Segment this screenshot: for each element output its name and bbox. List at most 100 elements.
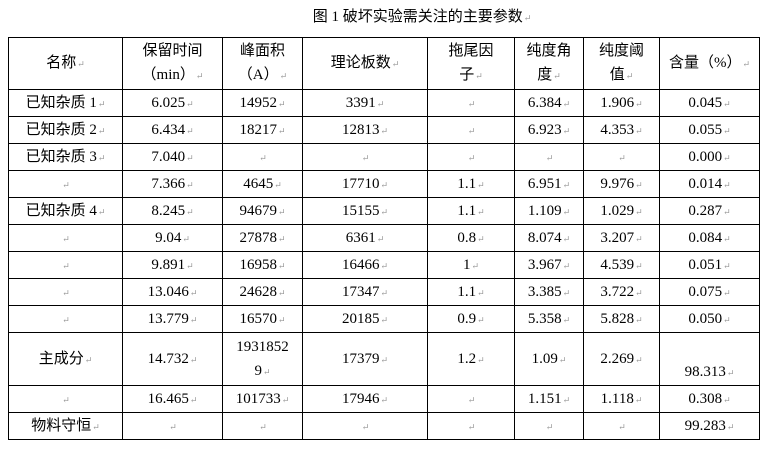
cell-text: 0.050 (688, 311, 730, 327)
cell-text: 0.045 (688, 95, 730, 111)
table-cell (427, 412, 515, 440)
table-cell (8, 305, 123, 333)
cell-text: 0.8 (457, 230, 484, 246)
table-row: 已知杂质 1 6.025 14952 3391 6.384 1.906 0.045 (8, 89, 760, 117)
cell-text: 3391 (346, 95, 385, 111)
table-cell (514, 143, 584, 171)
table-cell: 17379 (302, 332, 428, 386)
cell-text: 3.385 (528, 284, 570, 300)
table-cell: 主成分 (8, 332, 123, 386)
cell-text: 1.029 (600, 203, 642, 219)
table-cell: 4.353 (583, 116, 660, 144)
cell-text (467, 95, 476, 111)
cell-text: 16958 (239, 257, 285, 273)
header-label: 纯度阈值 (596, 39, 648, 88)
cell-text: 5.358 (528, 311, 570, 327)
table-cell: 3.722 (583, 278, 660, 306)
table-cell: 6.384 (514, 89, 584, 117)
cell-text (258, 149, 267, 165)
cell-text: 0.014 (688, 176, 730, 192)
table-cell (122, 412, 223, 440)
table-cell: 0.014 (659, 170, 760, 198)
cell-text: 98.313 (685, 364, 735, 380)
cell-text (61, 257, 70, 273)
cell-text: 1.09 (532, 351, 567, 367)
table-cell: 6.951 (514, 170, 584, 198)
table-cell: 24628 (222, 278, 303, 306)
table-cell: 0.045 (659, 89, 760, 117)
cell-text: 7.366 (151, 176, 193, 192)
table-cell: 1.906 (583, 89, 660, 117)
cell-text: 17379 (342, 351, 388, 367)
table-cell: 15155 (302, 197, 428, 225)
cell-text: 6.951 (528, 176, 570, 192)
cell-text (61, 176, 70, 192)
table-cell: 1 (427, 251, 515, 279)
table-cell: 0.084 (659, 224, 760, 252)
table-cell: 9.04 (122, 224, 223, 252)
table-cell (222, 143, 303, 171)
table-cell: 99.283 (659, 412, 760, 440)
header-cell: 纯度阈值 (583, 37, 660, 90)
table-cell: 1.09 (514, 332, 584, 386)
cell-text: 16570 (239, 311, 285, 327)
table-cell: 3391 (302, 89, 428, 117)
cell-text (617, 149, 626, 165)
cell-text: 1.1 (457, 176, 484, 192)
table-row: 13.046 24628 17347 1.1 3.385 3.722 0.075 (8, 278, 760, 306)
cell-text: 12813 (342, 122, 388, 138)
cell-text: 0.9 (457, 311, 484, 327)
cell-text: 0.055 (688, 122, 730, 138)
cell-text: 27878 (239, 230, 285, 246)
header-label: 峰面积（A） (238, 39, 288, 88)
table-cell (8, 170, 123, 198)
table-cell: 已知杂质 2 (8, 116, 123, 144)
cell-text: 1.151 (528, 391, 570, 407)
table-cell: 9.891 (122, 251, 223, 279)
table-row: 已知杂质 4 8.245 94679 15155 1.1 1.109 1.029 0.287 (8, 197, 760, 225)
table-row: 7.366 4645 17710 1.1 6.951 9.976 0.014 (8, 170, 760, 198)
cell-text: 14.732 (148, 351, 198, 367)
cell-text: 0.051 (688, 257, 730, 273)
cell-text: 3.722 (600, 284, 642, 300)
cell-text: 已知杂质 3 (26, 149, 106, 165)
table-cell: 1.2 (427, 332, 515, 386)
header-label: 含量（%） (669, 55, 750, 71)
cell-text: 1.1 (457, 203, 484, 219)
table-cell (8, 385, 123, 413)
table-cell: 16466 (302, 251, 428, 279)
header-label: 保留时间（min） (133, 39, 213, 88)
table-cell: 1.109 (514, 197, 584, 225)
table-cell: 8.245 (122, 197, 223, 225)
table-cell: 8.074 (514, 224, 584, 252)
cell-text: 6.384 (528, 95, 570, 111)
table-cell (427, 89, 515, 117)
cell-text (545, 149, 554, 165)
cell-text: 物料守恒 (31, 418, 100, 434)
table-cell (302, 412, 428, 440)
table-row: 9.04 27878 6361 0.8 8.074 3.207 0.084 (8, 224, 760, 252)
cell-text (361, 418, 370, 434)
table-cell: 14952 (222, 89, 303, 117)
cell-text: 4.353 (600, 122, 642, 138)
header-label: 名称 (46, 55, 85, 71)
cell-text (168, 418, 177, 434)
table-row: 已知杂质 2 6.434 18217 12813 6.923 4.353 0.055 (8, 116, 760, 144)
header-cell: 保留时间（min） (122, 37, 223, 90)
table-cell: 1.029 (583, 197, 660, 225)
cell-text: 7.040 (151, 149, 193, 165)
table-cell (8, 251, 123, 279)
table-cell: 1.1 (427, 170, 515, 198)
cell-text (61, 284, 70, 300)
cell-text: 15155 (342, 203, 388, 219)
cell-text: 6.025 (151, 95, 193, 111)
table-cell: 4645 (222, 170, 303, 198)
header-row: 名称 保留时间（min） 峰面积（A） 理论板数 拖尾因子纯度角度纯度阈值 含量（%） (8, 37, 760, 90)
cell-text: 17710 (342, 176, 388, 192)
table-cell: 7.040 (122, 143, 223, 171)
header-cell: 名称 (8, 37, 123, 90)
table-cell: 16570 (222, 305, 303, 333)
cell-text: 0.075 (688, 284, 730, 300)
cell-text: 94679 (239, 203, 285, 219)
header-label: 理论板数 (331, 55, 400, 71)
